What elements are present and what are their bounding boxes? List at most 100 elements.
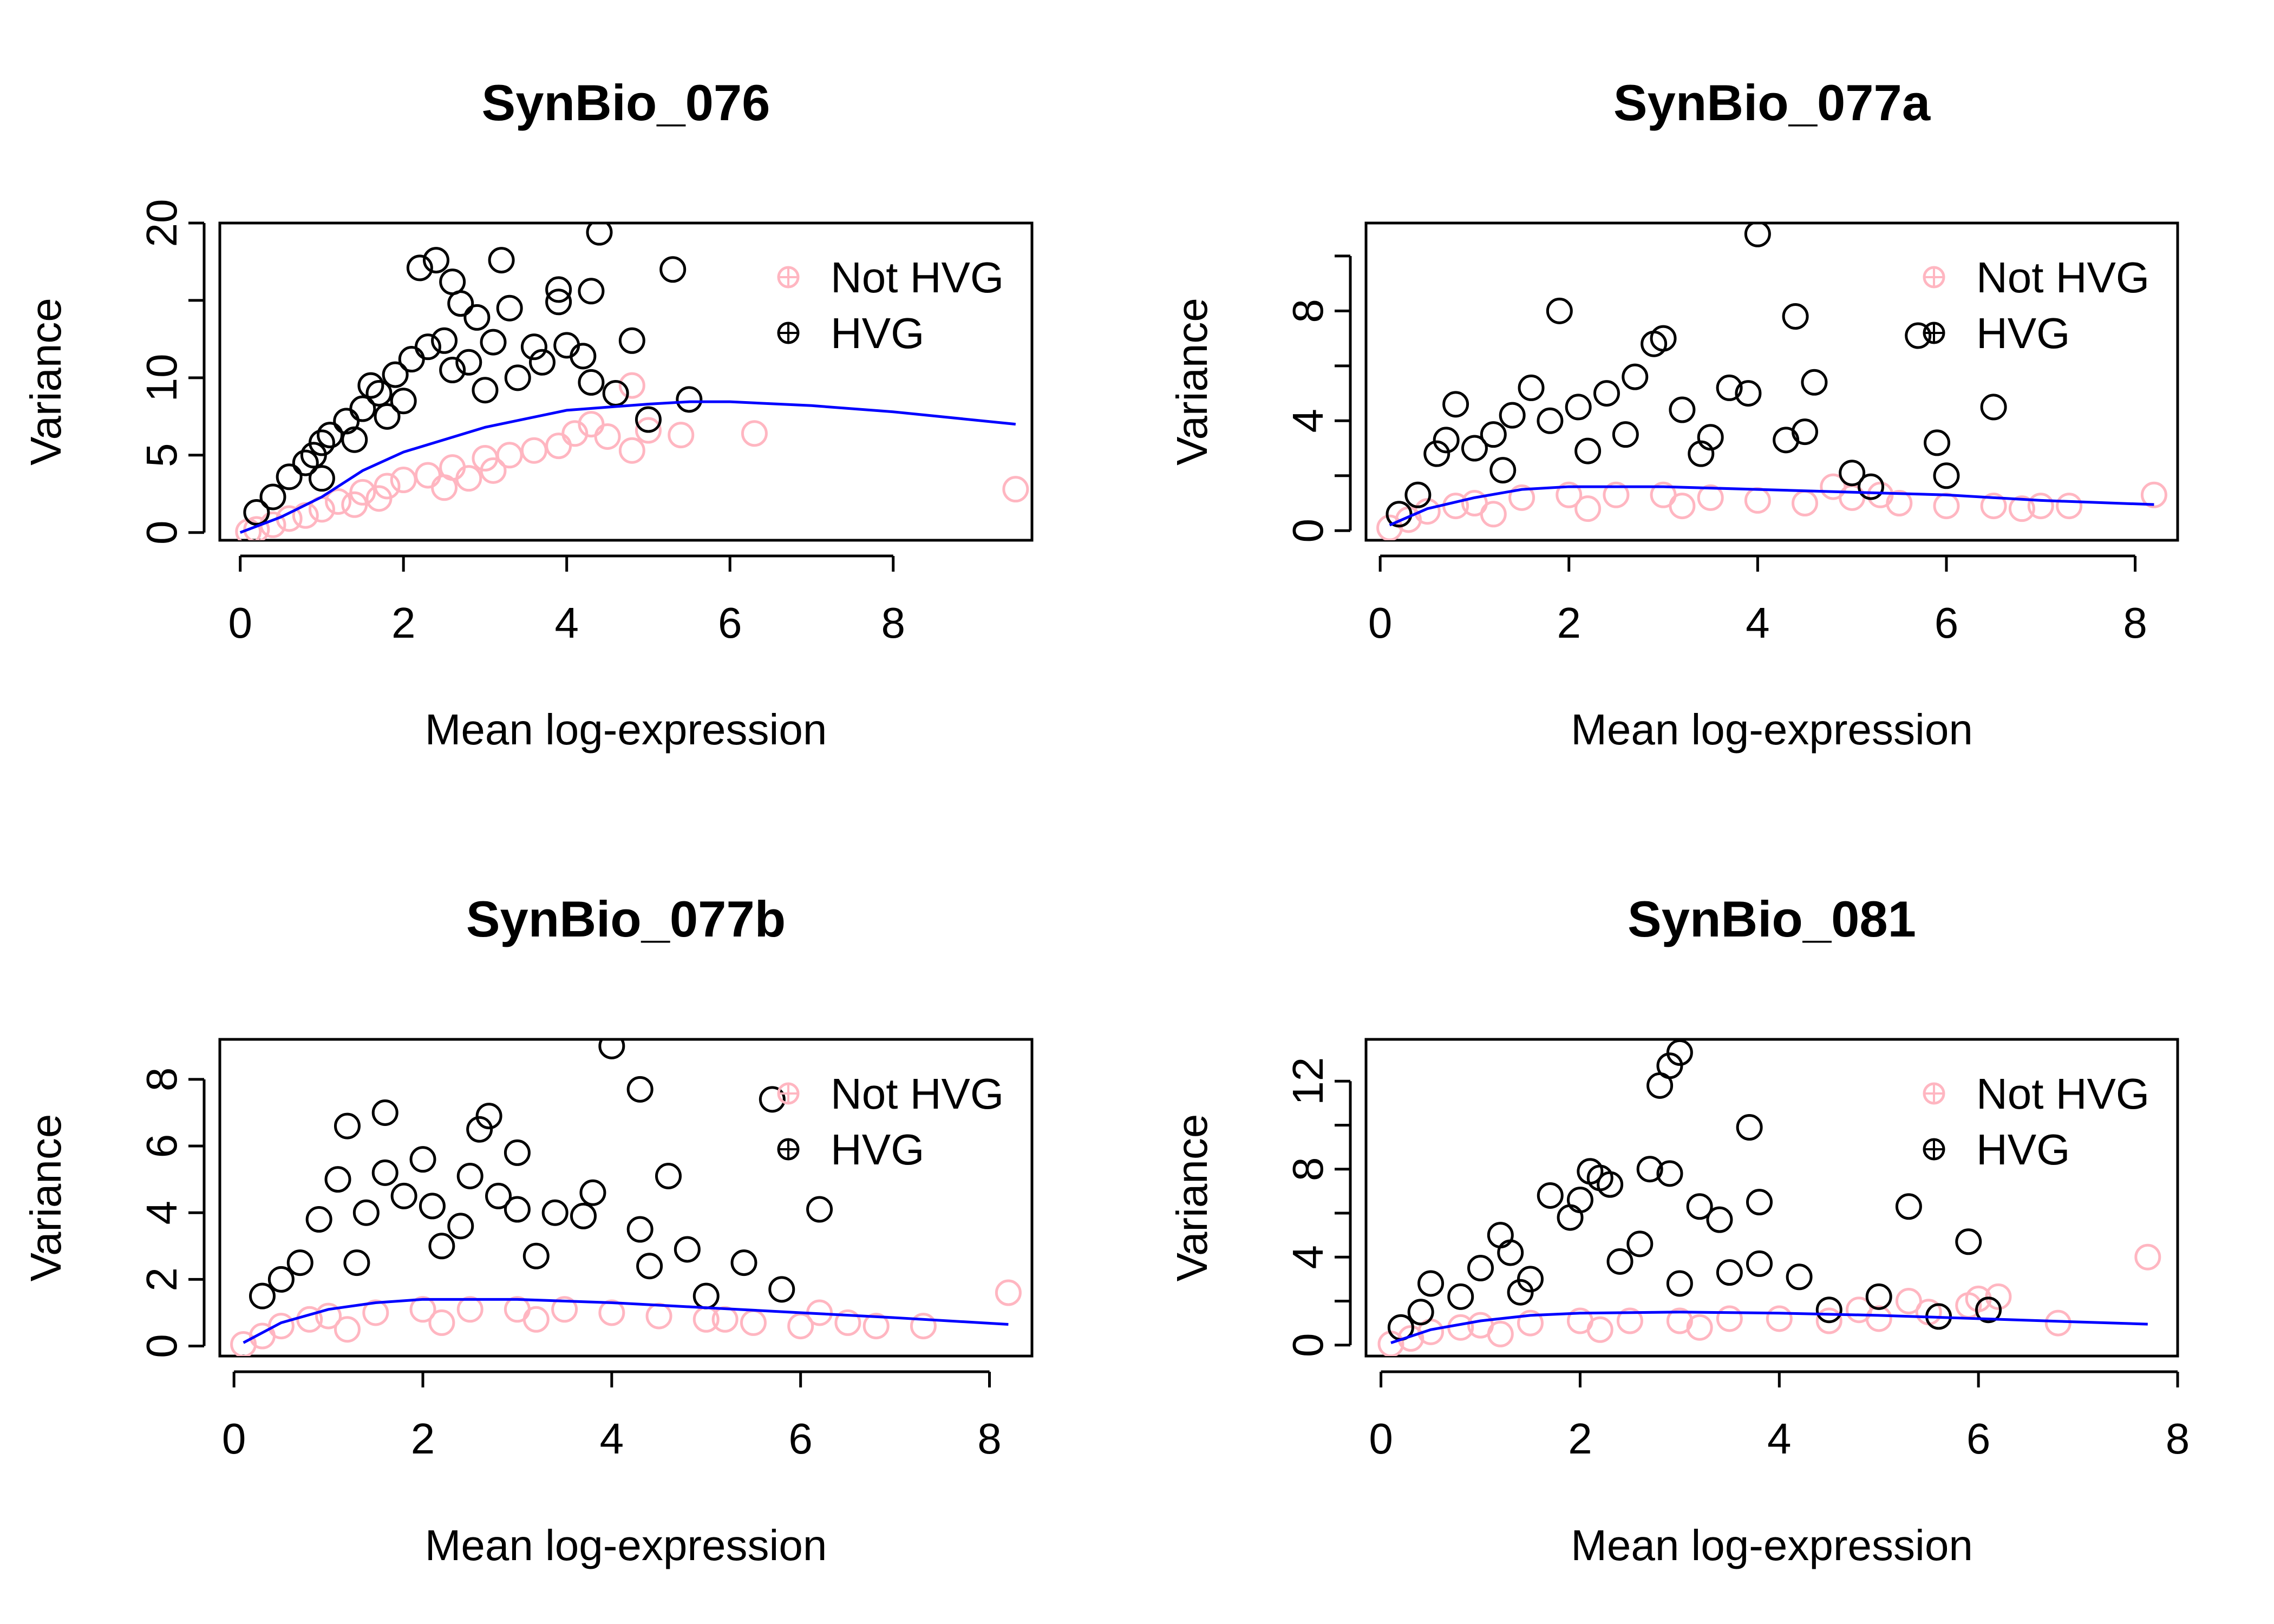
legend-not-hvg-label: Not HVG [831,1070,1004,1118]
hvg-point [1597,1171,1624,1198]
hvg-point [553,332,580,359]
legend-hvg-label: HVG [1976,309,2070,357]
not-hvg-point [834,1309,861,1336]
y-tick-label: 0 [138,1334,186,1358]
hvg-point [1517,1266,1544,1293]
y-tick-label: 4 [138,1201,186,1225]
hvg-point [1905,322,1932,349]
x-tick-label: 6 [1935,599,1959,647]
hvg-point [578,278,605,305]
hvg-point [1735,380,1762,407]
chart-panel-4: SynBio_081 0 2 4 6 8 0 4 8 12 Mean log-expression V… [1168,890,2190,1569]
hvg-point [1865,1283,1892,1310]
hvg-point [365,379,393,407]
hvg-point [357,372,384,399]
hvg-point [1858,473,1885,500]
hvg-point [1386,501,1413,528]
not-hvg-point [1716,1305,1743,1332]
x-tick-label: 0 [228,599,252,647]
not-hvg-point [496,442,523,469]
x-axis-label: Mean log-expression [1571,1521,1973,1569]
x-tick-label: 4 [554,599,579,647]
not-hvg-point [1414,498,1441,525]
hvg-point [570,1202,597,1229]
hvg-point [1626,1230,1654,1258]
y-axis-label: Variance [1168,1114,1216,1282]
chart-title: SynBio_077a [1613,74,1931,131]
hvg-point [1669,396,1696,423]
hvg-point [1924,429,1951,456]
not-hvg-point [1666,1307,1693,1334]
hvg-point [496,294,523,322]
hvg-point [1895,1193,1922,1220]
hvg-point [1489,457,1517,484]
y-tick-label: 4 [1284,1245,1332,1269]
hvg-point [374,403,401,430]
hvg-point [730,1249,757,1276]
hvg-point [1442,391,1469,418]
x-tick-label: 0 [222,1415,246,1463]
legend-not-hvg-label: Not HVG [1976,1070,2149,1118]
not-hvg-point [1895,1287,1922,1314]
x-tick-label: 8 [2166,1415,2190,1463]
hvg-point [390,388,417,415]
hvg-point [1773,427,1800,454]
hvg-point [371,1099,398,1126]
not-hvg-point [362,1299,389,1326]
hvg-point [602,379,629,407]
hvg-point [1933,462,1960,489]
not-hvg-point [431,474,458,501]
hvg-point [1801,369,1828,396]
hvg-point [636,1253,663,1280]
y-axis-label: Variance [22,1114,70,1282]
hvg-point [1650,325,1677,352]
not-hvg-point [365,485,393,512]
hvg-point [414,333,441,361]
hvg-point [1407,1299,1434,1326]
hvg-point [1688,440,1715,467]
y-tick-label: 8 [138,1068,186,1092]
not-hvg-point [787,1313,814,1340]
legend: Not HVG HVG [777,1070,1004,1174]
hvg-point [431,327,458,354]
trend-line [243,1298,1009,1344]
hvg-point [488,247,515,274]
hvg-point [1736,1114,1763,1141]
y-tick-label: 5 [138,443,186,468]
hvg-point [249,1282,276,1309]
x-tick-label: 4 [600,1415,624,1463]
not-hvg-point [522,1306,550,1333]
legend-hvg-label: HVG [831,1125,924,1174]
legend: Not HVG HVG [1923,1070,2149,1174]
x-axis-label: Mean log-expression [425,705,827,754]
hvg-point [1656,1052,1683,1079]
hvg-point [768,1276,795,1303]
not-hvg-point [1686,1314,1713,1341]
not-hvg-point [409,1296,436,1323]
not-hvg-point [315,1302,342,1330]
hvg-point [504,1139,531,1166]
hvg-point [349,395,376,422]
x-tick-label: 6 [718,599,742,647]
hvg-point [1656,1160,1683,1187]
hvg-point [343,1249,370,1276]
plot-marks [235,223,1029,540]
x-tick-label: 0 [1369,1415,1393,1463]
not-hvg-point [635,417,662,444]
hvg-point [308,465,335,492]
not-hvg-point [1574,495,1602,522]
hvg-point [485,1182,512,1209]
hvg-point [1716,374,1743,401]
not-hvg-point [2044,1309,2072,1337]
hvg-point [1480,421,1507,448]
not-hvg-point [2134,1243,2161,1271]
hvg-point [1666,1270,1693,1297]
plot-marks [1377,1039,2161,1356]
hvg-point [759,1086,786,1113]
not-hvg-point [594,423,621,450]
hvg-point [1467,1255,1494,1281]
hvg-point [466,1116,493,1143]
plot-frame [218,221,1034,542]
x-tick-label: 4 [1767,1415,1792,1463]
hvg-point [390,1182,417,1209]
